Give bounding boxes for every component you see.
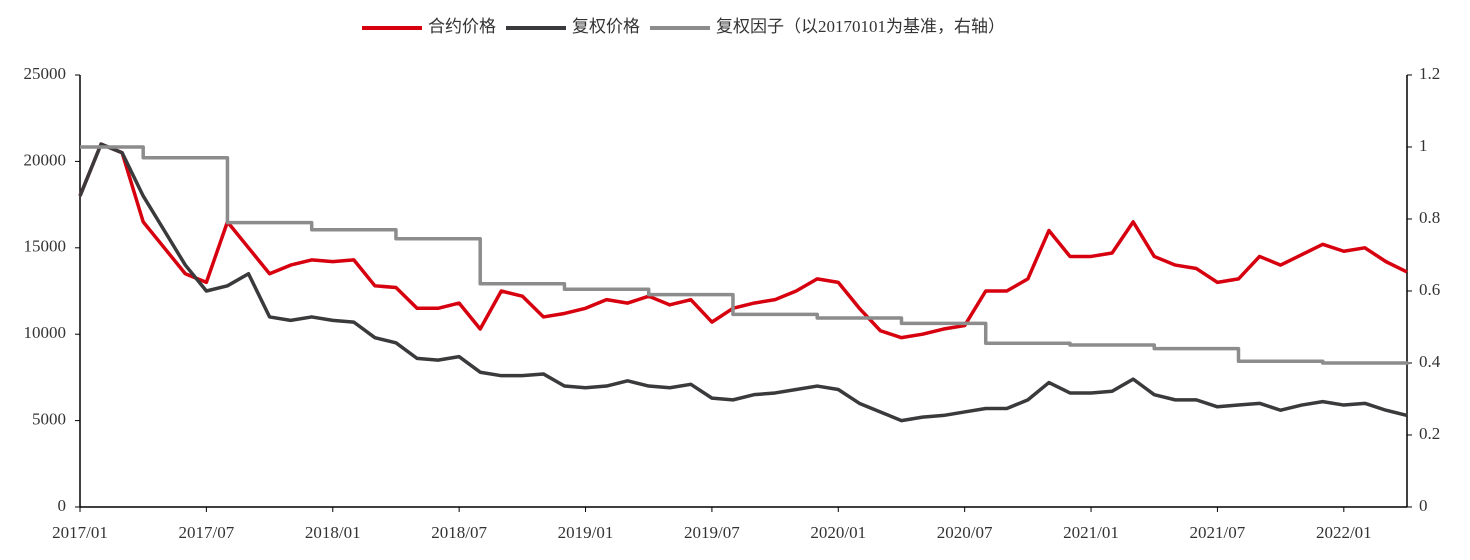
x-tick-label: 2021/07 — [1190, 523, 1246, 542]
x-tick-label: 2017/07 — [179, 523, 235, 542]
legend-label: 复权价格 — [572, 17, 640, 36]
x-tick-label: 2019/07 — [684, 523, 740, 542]
y2-tick-label: 0.2 — [1419, 424, 1440, 443]
y-tick-label: 15000 — [24, 237, 67, 256]
y2-tick-label: 1.2 — [1419, 64, 1440, 83]
y2-tick-label: 0.4 — [1419, 352, 1441, 371]
x-tick-label: 2021/01 — [1063, 523, 1119, 542]
y-tick-label: 5000 — [32, 410, 66, 429]
x-tick-label: 2020/07 — [937, 523, 993, 542]
legend-label: 合约价格 — [428, 17, 496, 36]
x-tick-label: 2017/01 — [52, 523, 108, 542]
y-tick-label: 25000 — [24, 64, 67, 83]
y2-tick-label: 0 — [1419, 496, 1428, 515]
y2-tick-label: 1 — [1419, 136, 1428, 155]
y-tick-label: 10000 — [24, 323, 67, 342]
series-line — [78, 142, 1408, 423]
y-tick-label: 20000 — [24, 150, 67, 169]
y2-tick-label: 0.8 — [1419, 208, 1440, 227]
x-tick-label: 2022/01 — [1316, 523, 1372, 542]
series-line — [78, 142, 1408, 340]
series-line — [80, 145, 1409, 365]
y-tick-label: 0 — [58, 496, 67, 515]
y2-tick-label: 0.6 — [1419, 280, 1440, 299]
x-tick-label: 2020/01 — [810, 523, 866, 542]
x-tick-label: 2018/01 — [305, 523, 361, 542]
legend-label: 复权因子（以20170101为基准，右轴） — [716, 17, 1005, 36]
x-tick-label: 2018/07 — [431, 523, 487, 542]
x-tick-label: 2019/01 — [558, 523, 614, 542]
